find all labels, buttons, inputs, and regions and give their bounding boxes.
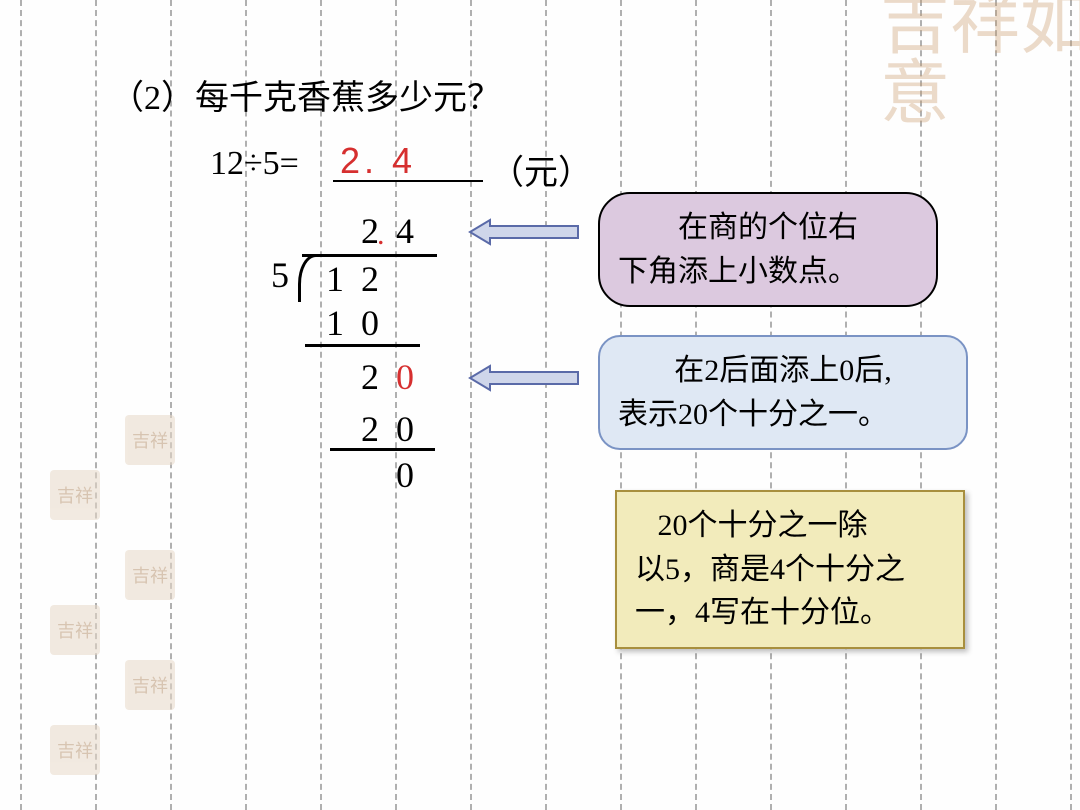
question-text: （2）每千克香蕉多少元？ [110, 70, 501, 119]
callout-yellow-line2: 以5，商是4个十分之 [635, 548, 945, 592]
sub1-1: 1 [315, 302, 355, 344]
slide-content: （2）每千克香蕉多少元？ 12÷5= 2. 4 （元） 2 . 4 5 1 2 … [0, 0, 1080, 810]
dividend-1: 1 [315, 258, 355, 300]
callout-decimal-point: 在商的个位右 下角添上小数点。 [598, 192, 938, 307]
callout-purple-line1: 在商的个位右 [618, 206, 918, 250]
callout-blue-line2: 表示20个十分之一。 [618, 393, 948, 437]
equation-unit: （元） [490, 145, 592, 194]
quotient-decimal-point: . [377, 218, 385, 252]
quotient-digit-4: 4 [385, 210, 425, 252]
appended-zero: 0 [385, 356, 425, 398]
remainder-2: 2 [350, 356, 390, 398]
equation-answer: 2. 4 [340, 140, 416, 182]
sub2-0: 0 [385, 408, 425, 450]
callout-purple-line2: 下角添上小数点。 [618, 250, 918, 294]
callout-yellow-line1: 20个十分之一除 [635, 504, 945, 548]
callout-blue-line1: 在2后面添上0后, [618, 349, 948, 393]
final-remainder: 0 [385, 454, 425, 496]
dividend-2: 2 [350, 258, 390, 300]
sub1-0: 0 [350, 302, 390, 344]
answer-underline [333, 180, 483, 182]
arrow-to-quotient [460, 212, 590, 252]
callout-explanation: 20个十分之一除 以5，商是4个十分之 一，4写在十分位。 [615, 490, 965, 649]
sub2-2: 2 [350, 408, 390, 450]
arrow-to-remainder [460, 358, 590, 398]
sub2-line [330, 448, 435, 451]
callout-yellow-line3: 一，4写在十分位。 [635, 591, 945, 635]
equation-expression: 12÷5= [210, 145, 299, 183]
sub1-line [305, 344, 420, 347]
callout-append-zero: 在2后面添上0后, 表示20个十分之一。 [598, 335, 968, 450]
divisor: 5 [260, 254, 300, 296]
